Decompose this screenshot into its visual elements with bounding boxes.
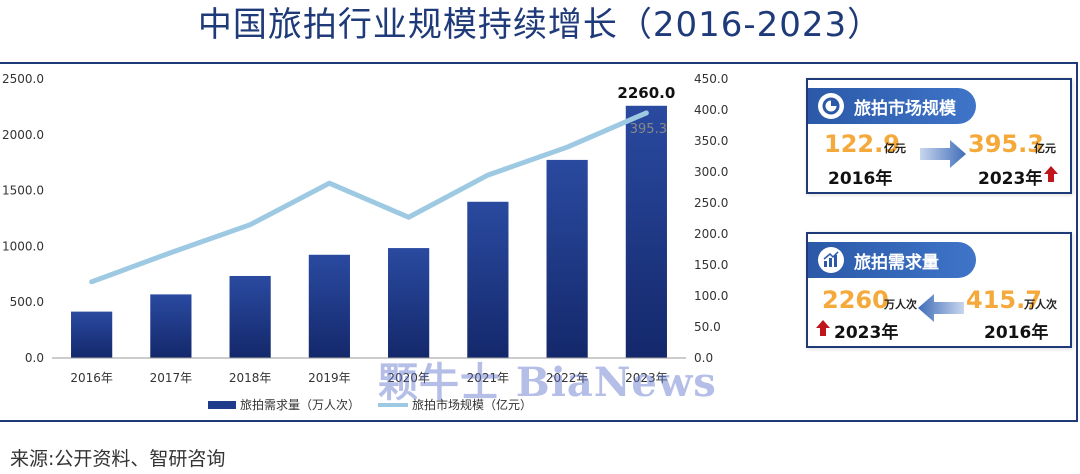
left-axis-tick: 2000.0 xyxy=(2,128,44,142)
demand-2016-value: 415.7 xyxy=(966,286,1042,314)
bar-data-label: 2260.0 xyxy=(617,84,675,102)
right-axis-tick: 200.0 xyxy=(694,227,728,241)
left-axis-tick: 1500.0 xyxy=(2,184,44,198)
bar-2023年 xyxy=(625,105,667,358)
market-size-2016-value: 122.9 xyxy=(824,130,900,158)
demand-card-header: 旅拍需求量 xyxy=(808,242,976,278)
right-axis-tick: 100.0 xyxy=(694,289,728,303)
right-axis-tick: 450.0 xyxy=(694,72,728,86)
watermark: 颗牛士 BiaNews xyxy=(378,359,717,406)
bar-2018年 xyxy=(229,275,271,358)
left-axis-tick: 500.0 xyxy=(10,295,44,309)
right-axis-tick: 150.0 xyxy=(694,258,728,272)
category-label: 2019年 xyxy=(308,371,351,385)
left-arrow-icon xyxy=(918,294,964,322)
right-axis-tick: 300.0 xyxy=(694,165,728,179)
combo-chart: 0.0 500.0 1000.0 1500.0 2000.0 2500.0 0.0 50.0 1… xyxy=(2,72,728,412)
left-axis-tick: 1000.0 xyxy=(2,239,44,253)
category-label: 2016年 xyxy=(70,371,113,385)
market-size-2016-unit: 亿元 xyxy=(884,142,906,155)
category-label: 2018年 xyxy=(229,371,272,385)
chart-frame xyxy=(0,62,1078,422)
demand-card-title: 旅拍需求量 xyxy=(854,252,939,273)
up-arrow-icon xyxy=(816,320,830,336)
demand-card: 旅拍需求量 2260 万人次 2023年 415.7 万人次 2016年 xyxy=(806,232,1072,348)
legend-bar-label: 旅拍需求量（万人次） xyxy=(240,397,360,412)
market-size-card-header: 旅拍市场规模 xyxy=(808,88,976,124)
market-size-card: 旅拍市场规模 122.9 亿元 2016年 395.3 亿元 2023年 xyxy=(806,78,1072,194)
left-axis-tick: 2500.0 xyxy=(2,72,44,86)
bar-2016年 xyxy=(71,311,113,358)
right-axis-tick: 0.0 xyxy=(694,351,713,365)
demand-2023-value: 2260 xyxy=(822,286,889,314)
bar-2020年 xyxy=(388,248,430,358)
market-size-2023-year: 2023年 xyxy=(978,169,1043,189)
bar-2017年 xyxy=(150,294,192,358)
legend-bar-swatch xyxy=(208,401,236,409)
demand-2023-year: 2023年 xyxy=(834,323,899,343)
demand-2016-unit: 万人次 xyxy=(1024,298,1057,311)
market-size-card-title: 旅拍市场规模 xyxy=(854,98,956,119)
category-label: 2020年 xyxy=(387,371,430,385)
category-label: 2021年 xyxy=(467,371,510,385)
line-data-label: 395.3 xyxy=(630,122,667,137)
market-size-2023-value: 395.3 xyxy=(968,130,1044,158)
category-label: 2022年 xyxy=(546,371,589,385)
right-arrow-icon xyxy=(920,140,966,168)
market-size-line xyxy=(89,110,649,285)
right-axis-tick: 250.0 xyxy=(694,196,728,210)
demand-2016-year: 2016年 xyxy=(984,323,1049,343)
left-axis-tick: 0.0 xyxy=(25,351,44,365)
bar-2022年 xyxy=(546,159,588,358)
market-size-2023-unit: 亿元 xyxy=(1034,142,1056,155)
source-note: 来源:公开资料、智研咨询 xyxy=(10,448,226,470)
right-axis-tick: 400.0 xyxy=(694,103,728,117)
right-axis-tick: 350.0 xyxy=(694,134,728,148)
up-arrow-icon xyxy=(1044,166,1058,182)
right-axis-tick: 50.0 xyxy=(694,320,721,334)
page-title: 中国旅拍行业规模持续增长（2016-2023） xyxy=(197,5,883,45)
category-label: 2017年 xyxy=(150,371,193,385)
legend-line-label: 旅拍市场规模（亿元） xyxy=(412,397,532,412)
bar-2019年 xyxy=(308,254,350,358)
market-size-2016-year: 2016年 xyxy=(828,169,893,189)
pie-chart-icon xyxy=(818,93,844,119)
demand-2023-unit: 万人次 xyxy=(884,298,917,311)
bar-2021年 xyxy=(467,201,509,358)
bar-chart-icon xyxy=(818,247,844,273)
category-label: 2023年 xyxy=(625,371,668,385)
